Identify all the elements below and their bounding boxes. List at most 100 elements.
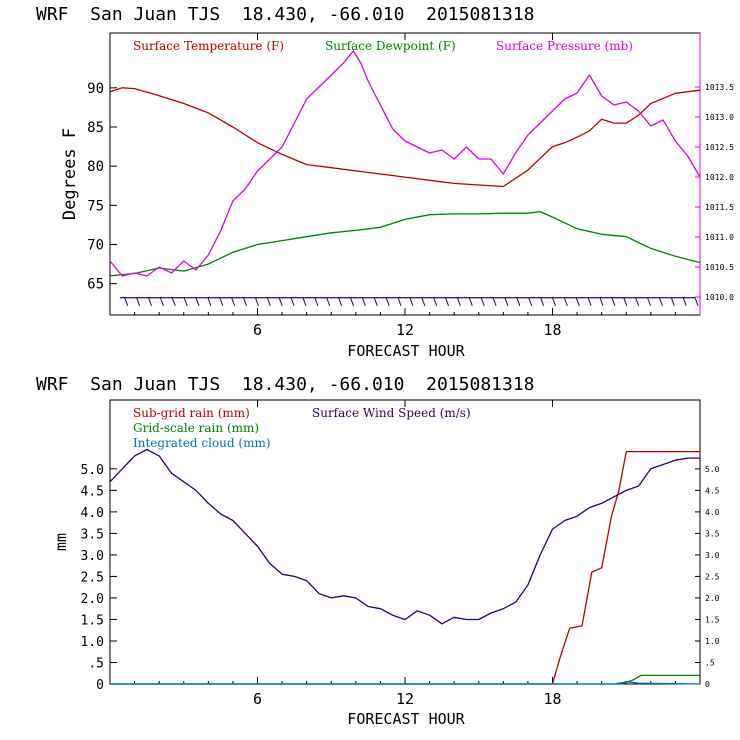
panel2-y2-tick-label: 3.0 bbox=[705, 551, 720, 560]
wind-barb bbox=[658, 297, 663, 306]
wind-barb bbox=[278, 297, 283, 306]
wind-barb bbox=[243, 297, 248, 306]
panel2-y2-tick-label: 3.5 bbox=[705, 529, 720, 538]
wind-barb bbox=[611, 297, 616, 306]
panel1-y-tick-label: 85 bbox=[87, 120, 104, 136]
wind-barb bbox=[148, 297, 152, 306]
wind-barb bbox=[136, 297, 141, 306]
panel2-x-tick-label: 18 bbox=[543, 690, 561, 708]
panel1-y-axis: 65 70 75 80 85 90 bbox=[87, 81, 117, 293]
panel1-y2-tick-label: 1011.5 bbox=[705, 203, 734, 212]
wind-barb bbox=[670, 297, 675, 306]
wind-barb bbox=[361, 297, 366, 306]
panel1-y2-tick-label: 1012.0 bbox=[705, 173, 734, 182]
panel2-title: WRF San Juan TJS 18.430, -66.010 2015081… bbox=[36, 374, 535, 395]
wind-barb bbox=[302, 297, 307, 306]
panel1-x-tick-label: 18 bbox=[543, 321, 561, 339]
panel2-y-tick-label: 5.0 bbox=[81, 463, 104, 478]
panel2-x-tick-label: 6 bbox=[253, 690, 262, 708]
panel1-x-axis: 6 12 18 bbox=[134, 33, 676, 339]
wind-barb bbox=[504, 297, 509, 306]
panel2-y-axis: 0 .5 1.0 1.5 2.0 2.5 3.0 3.5 4.0 4.5 5.0 bbox=[81, 463, 117, 693]
legend-sub-grid-rain: Sub-grid rain (mm) bbox=[133, 406, 250, 420]
panel1-y-tick-label: 70 bbox=[87, 238, 104, 254]
panel2-y-tick-label: 2.0 bbox=[81, 592, 104, 607]
legend-surface-pressure: Surface Pressure (mb) bbox=[496, 39, 633, 53]
wind-barb bbox=[266, 297, 271, 306]
wind-barb bbox=[207, 297, 212, 306]
panel2-sub-grid-rain-line bbox=[110, 450, 700, 685]
panel1-y-tick-label: 80 bbox=[87, 159, 104, 175]
panel1-y2-tick-label: 1010.0 bbox=[705, 293, 734, 302]
legend-surface-temperature: Surface Temperature (F) bbox=[133, 39, 284, 53]
wind-barb bbox=[682, 297, 687, 306]
temperature-pressure-panel: WRF San Juan TJS 18.430, -66.010 2015081… bbox=[36, 4, 734, 360]
wind-barb bbox=[373, 297, 378, 306]
panel1-y-axis-label: Degrees F bbox=[60, 128, 80, 220]
panel1-y2-tick-label: 1010.5 bbox=[705, 263, 734, 272]
wind-barb bbox=[397, 297, 402, 306]
wind-barb bbox=[540, 297, 545, 306]
rain-wind-panel: WRF San Juan TJS 18.430, -66.010 2015081… bbox=[36, 374, 720, 728]
wind-barb bbox=[647, 297, 652, 306]
panel2-y2-tick-label: 2.5 bbox=[705, 572, 720, 581]
panel1-y2-tick-label: 1013.5 bbox=[705, 83, 734, 92]
wind-barb bbox=[385, 297, 390, 306]
wind-barb bbox=[575, 297, 580, 306]
wind-barb bbox=[231, 297, 236, 306]
panel2-y2-tick-label: 4.0 bbox=[705, 508, 720, 517]
panel2-x-axis-label: FORECAST HOUR bbox=[347, 710, 465, 728]
panel1-surface-temperature-line bbox=[109, 87, 701, 188]
panel1-surface-pressure-line bbox=[109, 50, 701, 277]
wind-barb bbox=[421, 297, 426, 306]
panel2-y2-tick-label: 1.0 bbox=[705, 637, 720, 646]
panel1-y2-tick-label: 1013.0 bbox=[705, 113, 734, 122]
wind-barb bbox=[468, 297, 473, 306]
wind-barb bbox=[171, 297, 176, 306]
wind-barb bbox=[445, 297, 450, 306]
panel2-right-y-axis: 0 .5 1.0 1.5 2.0 2.5 3.0 3.5 4.0 4.5 5.0 bbox=[695, 465, 720, 689]
panel2-y-axis-label: mm bbox=[52, 533, 70, 551]
panel2-y-tick-label: 3.5 bbox=[81, 527, 104, 542]
legend-integrated-cloud: Integrated cloud (mm) bbox=[133, 436, 271, 450]
panel2-y-tick-label: .5 bbox=[88, 656, 104, 671]
wind-barb bbox=[599, 297, 604, 306]
panel2-y-tick-label: 3.0 bbox=[81, 549, 104, 564]
panel1-x-tick-label: 6 bbox=[253, 321, 262, 339]
panel1-x-axis-label: FORECAST HOUR bbox=[347, 342, 465, 360]
wind-barb bbox=[314, 297, 319, 306]
wind-barb bbox=[409, 297, 414, 306]
wind-barb bbox=[516, 297, 521, 306]
wind-barb bbox=[552, 297, 556, 306]
panel1-y-tick-label: 90 bbox=[87, 81, 104, 97]
wind-barb bbox=[195, 297, 200, 306]
legend-grid-scale-rain: Grid-scale rain (mm) bbox=[133, 421, 259, 435]
panel1-wind-barbs bbox=[119, 297, 699, 306]
panel1-title: WRF San Juan TJS 18.430, -66.010 2015081… bbox=[36, 4, 535, 25]
wind-barb bbox=[528, 297, 533, 306]
wind-barb bbox=[219, 297, 224, 306]
panel2-y2-tick-label: 1.5 bbox=[705, 615, 720, 624]
wind-barb bbox=[290, 297, 295, 306]
panel1-legend: Surface Temperature (F) Surface Dewpoint… bbox=[133, 39, 633, 53]
wind-barb bbox=[338, 297, 343, 306]
wind-barb bbox=[254, 297, 259, 306]
wind-barb bbox=[159, 297, 164, 306]
wind-barb bbox=[563, 297, 568, 306]
panel2-y-tick-label: 4.0 bbox=[81, 506, 104, 521]
panel2-y-tick-label: 1.5 bbox=[81, 613, 104, 628]
panel2-y-tick-label: 1.0 bbox=[81, 635, 104, 650]
panel2-legend: Sub-grid rain (mm) Grid-scale rain (mm) … bbox=[133, 406, 471, 450]
wind-barb bbox=[492, 297, 497, 306]
panel1-y-tick-label: 65 bbox=[87, 277, 104, 293]
panel2-y2-tick-label: 0 bbox=[705, 680, 710, 689]
panel2-y2-tick-label: 5.0 bbox=[705, 465, 720, 474]
panel2-y2-tick-label: 2.0 bbox=[705, 594, 720, 603]
wind-barb bbox=[326, 297, 331, 306]
legend-surface-dewpoint: Surface Dewpoint (F) bbox=[325, 39, 456, 53]
panel1-x-tick-label: 12 bbox=[396, 321, 414, 339]
legend-surface-wind-speed: Surface Wind Speed (m/s) bbox=[312, 406, 471, 420]
panel2-y2-tick-label: 4.5 bbox=[705, 486, 720, 495]
